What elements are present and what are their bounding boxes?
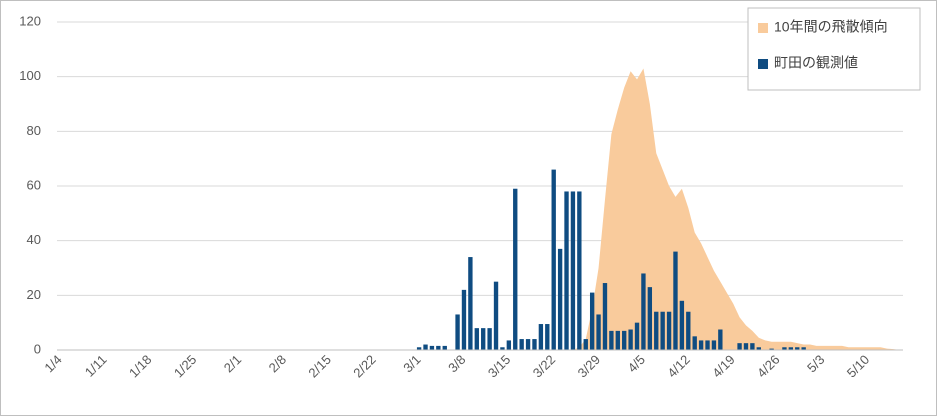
bar xyxy=(750,343,755,350)
bar xyxy=(795,347,800,350)
bar xyxy=(686,311,691,350)
bar xyxy=(737,343,742,350)
legend-label: 町田の観測値 xyxy=(774,55,858,71)
bar xyxy=(718,329,723,350)
bar xyxy=(634,322,640,350)
bar xyxy=(769,348,774,350)
bar xyxy=(641,273,646,350)
bar xyxy=(551,169,556,350)
bar xyxy=(622,330,627,350)
bar xyxy=(615,330,620,350)
bar xyxy=(589,292,595,350)
bar xyxy=(660,311,665,350)
legend-label: 10年間の飛散傾向 xyxy=(774,19,888,35)
bar xyxy=(436,345,441,350)
bar xyxy=(756,347,761,350)
bar xyxy=(609,330,614,350)
bar xyxy=(416,347,422,350)
bar xyxy=(481,328,486,350)
y-tick-label: 40 xyxy=(27,232,41,247)
bar xyxy=(506,340,512,350)
bar xyxy=(545,324,550,350)
y-tick-label: 100 xyxy=(19,68,41,83)
y-tick-label: 120 xyxy=(19,13,41,28)
bar xyxy=(493,281,499,350)
y-tick-label: 0 xyxy=(34,341,41,356)
legend-box xyxy=(747,7,921,91)
bar xyxy=(500,347,505,350)
legend-swatch xyxy=(758,59,768,69)
bar xyxy=(628,329,633,350)
legend-swatch xyxy=(758,23,768,33)
bar xyxy=(698,340,704,350)
bar xyxy=(525,339,531,350)
y-tick-label: 20 xyxy=(27,287,41,302)
bar xyxy=(442,345,447,350)
bar xyxy=(782,347,787,350)
bar xyxy=(429,345,435,350)
bar xyxy=(557,248,563,350)
bar xyxy=(583,339,588,350)
area xyxy=(60,68,900,350)
bar xyxy=(532,339,537,350)
bar xyxy=(487,328,492,350)
bar xyxy=(513,188,518,350)
bar xyxy=(801,347,806,350)
bar xyxy=(570,191,576,350)
bar xyxy=(474,328,479,350)
y-tick-label: 60 xyxy=(27,177,41,192)
bar xyxy=(743,343,749,350)
bar xyxy=(596,314,601,350)
bar xyxy=(692,336,697,350)
bar xyxy=(468,257,473,350)
bar xyxy=(647,287,653,350)
bar xyxy=(423,344,428,350)
bar xyxy=(538,324,544,350)
bar xyxy=(461,289,467,350)
bar xyxy=(679,300,685,350)
bar xyxy=(705,340,710,350)
bar xyxy=(564,191,569,350)
bar xyxy=(673,251,678,350)
y-tick-label: 80 xyxy=(27,123,41,138)
bar xyxy=(788,347,794,350)
bar xyxy=(455,314,460,350)
bar xyxy=(711,340,717,350)
bar xyxy=(602,283,608,350)
bar xyxy=(519,339,524,350)
bar xyxy=(654,311,659,350)
bar xyxy=(666,311,672,350)
bar xyxy=(577,191,582,350)
